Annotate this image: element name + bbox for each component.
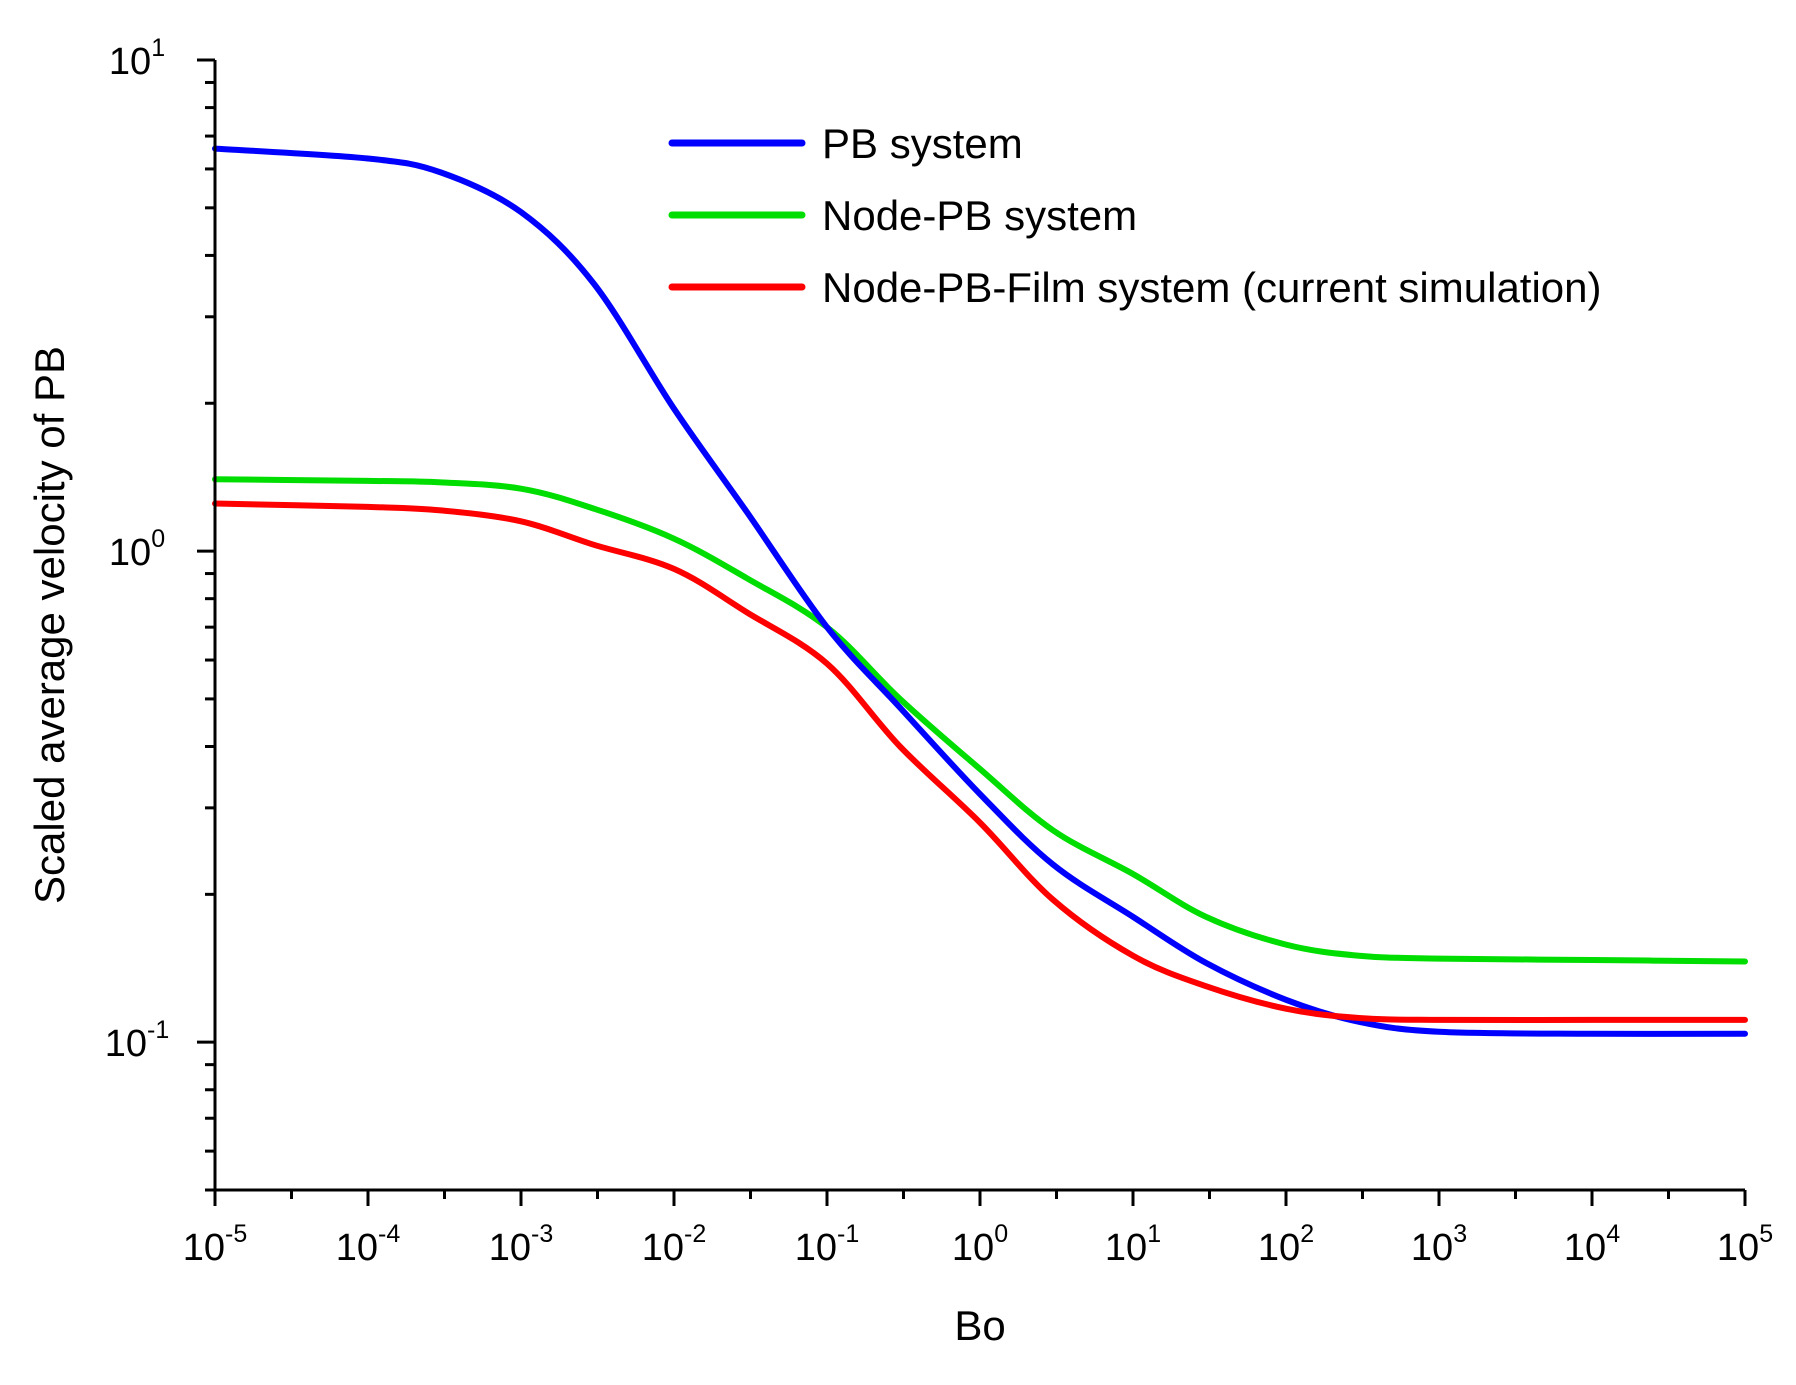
x-tick-label: 10-3 — [489, 1220, 554, 1269]
x-tick-exponent: -4 — [378, 1220, 400, 1248]
x-tick-base: 10 — [1564, 1227, 1606, 1269]
x-tick-exponent: 1 — [1147, 1220, 1161, 1248]
y-tick-exponent: 1 — [151, 34, 165, 62]
x-tick-label: 10-2 — [642, 1220, 707, 1269]
y-axis-title: Scaled average velocity of PB — [26, 346, 73, 904]
x-tick-base: 10 — [1105, 1227, 1147, 1269]
legend-label-2: Node-PB-Film system (current simulation) — [822, 264, 1602, 311]
tick-marks — [197, 58, 1747, 1206]
x-tick-exponent: -3 — [531, 1220, 553, 1248]
x-tick-label: 10-4 — [336, 1220, 401, 1269]
x-tick-exponent: 4 — [1606, 1220, 1620, 1248]
legend-label-1: Node-PB system — [822, 192, 1137, 239]
x-tick-base: 10 — [795, 1227, 837, 1269]
x-tick-base: 10 — [336, 1227, 378, 1269]
series-line-0 — [212, 145, 1748, 1037]
x-tick-label: 102 — [1258, 1220, 1314, 1269]
x-tick-exponent: 2 — [1300, 1220, 1314, 1248]
x-tick-exponent: -2 — [684, 1220, 706, 1248]
x-tick-label: 104 — [1564, 1220, 1620, 1269]
x-axis-title: Bo — [954, 1302, 1005, 1349]
x-tick-base: 10 — [1258, 1227, 1300, 1269]
x-tick-exponent: -1 — [837, 1220, 859, 1248]
x-tick-label: 101 — [1105, 1220, 1161, 1269]
y-tick-label: 101 — [109, 34, 165, 83]
legend-label-0: PB system — [822, 120, 1023, 167]
x-tick-base: 10 — [183, 1227, 225, 1269]
x-tick-exponent: 3 — [1453, 1220, 1467, 1248]
x-tick-label: 10-1 — [795, 1220, 860, 1269]
x-tick-label: 105 — [1717, 1220, 1773, 1269]
y-tick-label: 10-1 — [105, 1016, 170, 1065]
y-tick-exponent: 0 — [151, 525, 165, 553]
x-tick-label: 103 — [1411, 1220, 1467, 1269]
x-tick-base: 10 — [642, 1227, 684, 1269]
y-tick-base: 10 — [109, 532, 151, 574]
y-tick-base: 10 — [109, 41, 151, 83]
y-tick-label: 100 — [109, 525, 165, 574]
x-tick-base: 10 — [952, 1227, 994, 1269]
series-layer — [212, 145, 1748, 1037]
x-tick-label: 10-5 — [183, 1220, 248, 1269]
x-tick-base: 10 — [1717, 1227, 1759, 1269]
x-tick-label: 100 — [952, 1220, 1008, 1269]
x-tick-base: 10 — [1411, 1227, 1453, 1269]
y-tick-base: 10 — [105, 1023, 147, 1065]
tick-labels: 10-5 10-4 10-3 10-2 10-1 100 101 102 103 104 10510… — [105, 34, 1773, 1269]
series-line-2 — [212, 500, 1748, 1024]
y-tick-exponent: -1 — [147, 1016, 169, 1044]
legend: PB system Node-PB system Node-PB-Film syst… — [668, 120, 1602, 311]
series-line-1 — [212, 476, 1748, 965]
x-tick-base: 10 — [489, 1227, 531, 1269]
x-tick-exponent: 0 — [994, 1220, 1008, 1248]
x-tick-exponent: -5 — [225, 1220, 247, 1248]
x-tick-exponent: 5 — [1759, 1220, 1773, 1248]
